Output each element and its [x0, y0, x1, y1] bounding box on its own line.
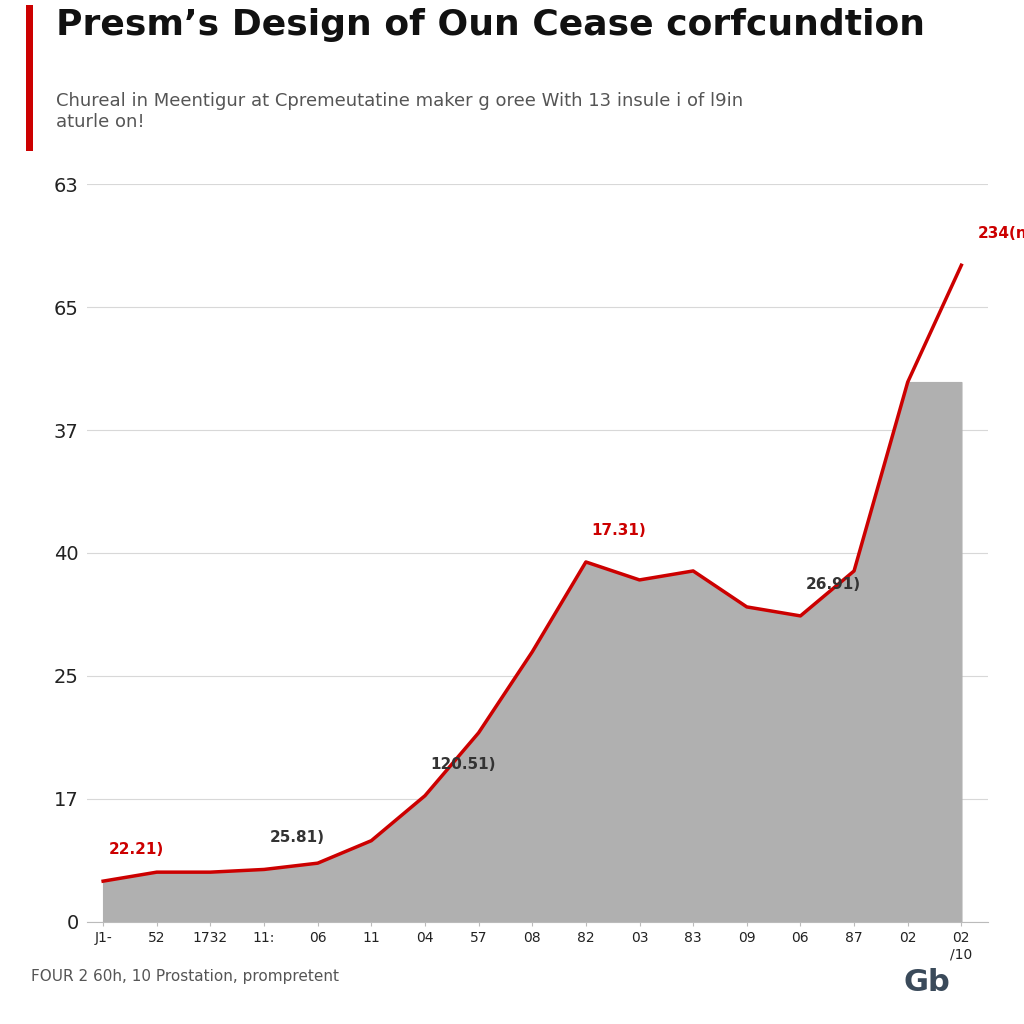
- Text: FOUR 2 60h, 10 Prostation, prompretent: FOUR 2 60h, 10 Prostation, prompretent: [31, 969, 339, 984]
- Text: 120.51): 120.51): [430, 757, 496, 772]
- Text: 26.91): 26.91): [806, 577, 861, 592]
- Text: 234(n): 234(n): [978, 226, 1024, 242]
- Text: Presm’s Design of Oun Cease corfcundtion: Presm’s Design of Oun Cease corfcundtion: [56, 8, 926, 42]
- Text: 17.31): 17.31): [591, 523, 646, 538]
- Text: 22.21): 22.21): [109, 842, 164, 857]
- Text: Gb: Gb: [903, 968, 950, 996]
- Text: 25.81): 25.81): [269, 830, 325, 846]
- Bar: [26, 5, 33, 151]
- Text: Chureal in Meentigur at Cpremeutatine maker g oree With 13 insule i of l9in
atur: Chureal in Meentigur at Cpremeutatine ma…: [56, 92, 743, 131]
